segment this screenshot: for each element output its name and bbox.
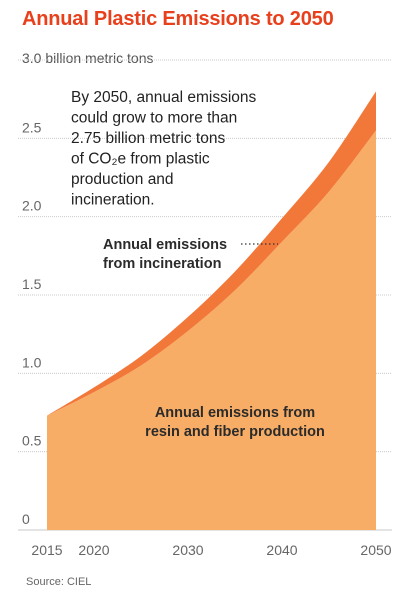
y-tick-label: 2.0 — [22, 198, 42, 214]
x-tick-label: 2050 — [360, 542, 391, 558]
y-tick-label: 1.5 — [22, 276, 42, 292]
y-tick-labels: 0 0.5 1.0 1.5 2.0 2.5 — [22, 119, 42, 527]
x-tick-label: 2020 — [78, 542, 109, 558]
annotation-line: incineration. — [71, 192, 155, 209]
chart-labels: By 2050, annual emissions could grow to m… — [71, 89, 325, 440]
incineration-label: from incineration — [103, 256, 221, 272]
y-tick-label: 1.0 — [22, 354, 42, 370]
annotation-line: could grow to more than — [71, 110, 237, 127]
y-axis-unit-label: 3.0 billion metric tons — [22, 50, 154, 66]
production-label: Annual emissions from — [155, 405, 315, 421]
source-note: Source: CIEL — [26, 576, 92, 588]
y-tick-label: 0.5 — [22, 433, 42, 449]
stacked-areas — [47, 91, 376, 530]
x-tick-label: 2015 — [31, 542, 62, 558]
incineration-label: Annual emissions — [103, 237, 227, 253]
x-tick-label: 2040 — [266, 542, 297, 558]
series-area-production — [47, 130, 376, 530]
x-tick-label: 2030 — [172, 542, 203, 558]
y-tick-label: 2.5 — [22, 119, 42, 135]
annotation-line: production and — [71, 171, 174, 188]
chart-title: Annual Plastic Emissions to 2050 — [22, 8, 334, 30]
x-tick-labels: 2015 2020 2030 2040 2050 — [31, 542, 391, 558]
y-tick-label: 0 — [22, 511, 30, 527]
annotation-line: By 2050, annual emissions — [71, 89, 257, 106]
annotation-line: of CO₂e from plastic — [71, 151, 210, 168]
annotation-line: 2.75 billion metric tons — [71, 130, 225, 147]
production-label: resin and fiber production — [145, 424, 325, 440]
